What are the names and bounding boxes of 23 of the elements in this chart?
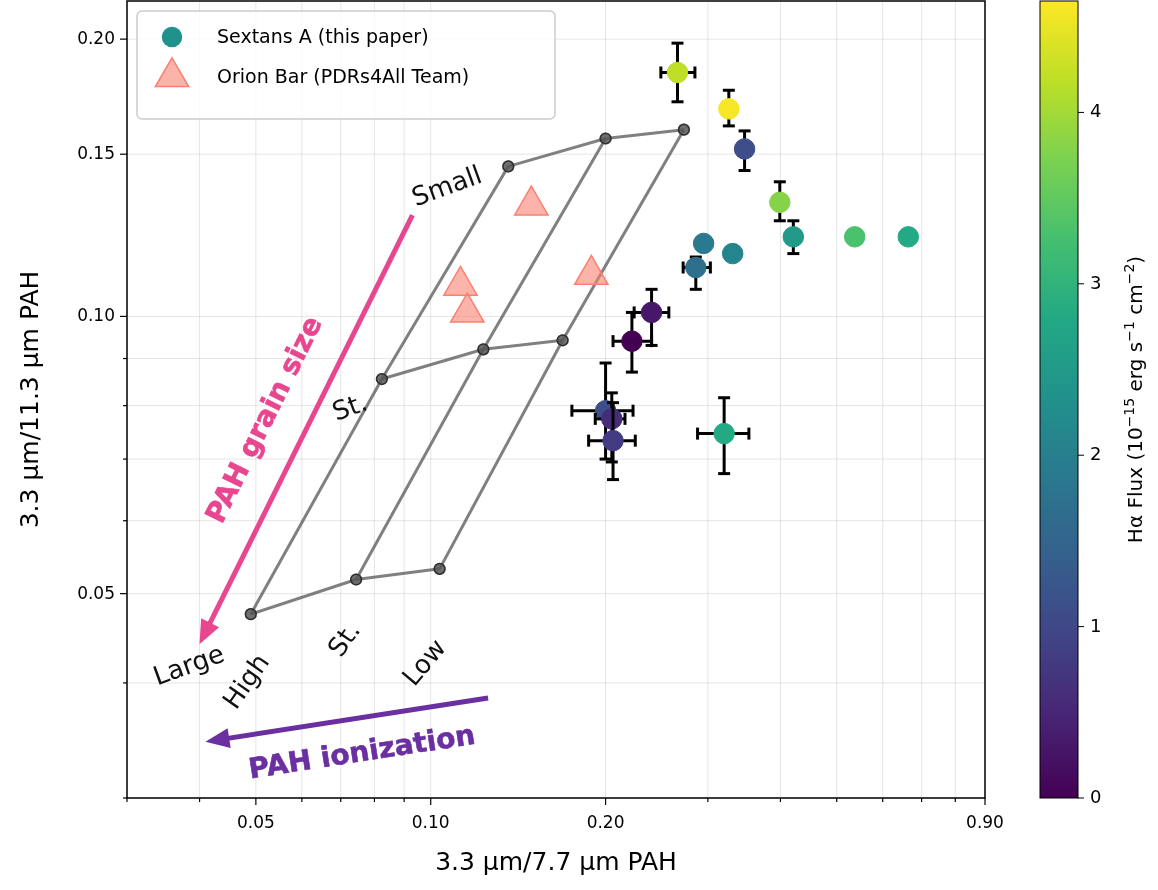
x-axis-title: 3.3 μm/7.7 μm PAH xyxy=(435,847,677,876)
y-tick-label: 0.20 xyxy=(77,28,115,49)
legend-label: Sextans A (this paper) xyxy=(217,24,429,47)
y-tick-label: 0.05 xyxy=(77,582,115,603)
annotation: PAH ionization xyxy=(246,717,478,786)
color-bar-label: 2 xyxy=(1090,443,1102,465)
legend-label: Orion Bar (PDRs4All Team) xyxy=(217,64,470,87)
annotation: St. xyxy=(321,616,367,663)
x-tick-label: 0.90 xyxy=(966,812,1004,832)
color-bar-label: 0 xyxy=(1090,786,1102,807)
y-axis-title: 3.3 μm/11.3 μm PAH xyxy=(15,270,44,529)
y-tick-label: 0.10 xyxy=(77,305,115,326)
color-bar-label: 3 xyxy=(1090,271,1102,293)
color-bar-label: 1 xyxy=(1090,614,1102,636)
x-tick-label: 0.05 xyxy=(236,812,275,832)
y-tick-label: 0.15 xyxy=(77,143,115,164)
annotation: PAH grain size xyxy=(198,310,329,529)
annotation: Small xyxy=(407,159,486,213)
color-bar-label: 4 xyxy=(1090,100,1102,122)
annotation: Large xyxy=(148,637,228,692)
x-tick-label: 0.20 xyxy=(586,812,625,832)
annotation: St. xyxy=(327,386,372,427)
x-tick-label: 0.10 xyxy=(411,812,450,832)
